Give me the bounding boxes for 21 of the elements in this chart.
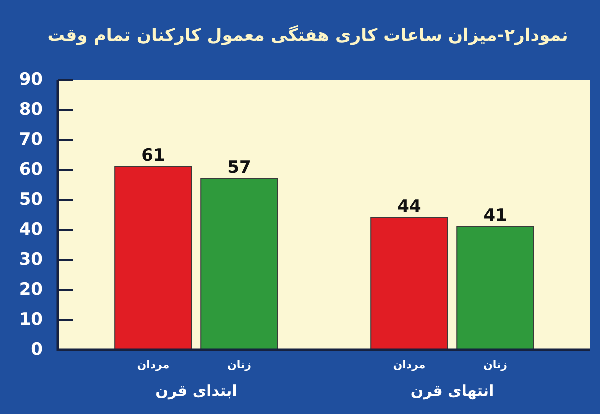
series-name: مردان (137, 358, 170, 372)
y-tick-label: 20 (19, 280, 43, 300)
data-label: 61 (142, 146, 166, 166)
title: نمودار۲-میزان ساعات کاری هفتگی معمول کارکنان تمام وقت (48, 26, 568, 46)
y-tick-label: 40 (19, 220, 43, 240)
x-tick-label: انتهای قرن (410, 382, 494, 400)
data-label: 44 (398, 197, 422, 217)
y-tick-label: 90 (19, 70, 43, 90)
series-name: زنان (228, 358, 252, 372)
y-tick-label: 0 (31, 340, 43, 360)
y-tick-label: 50 (19, 190, 43, 210)
y-tick-label: 30 (19, 250, 43, 270)
data-label: 41 (484, 206, 508, 226)
x-tick-label: ابتدای قرن (156, 382, 238, 400)
y-tick-label: 80 (19, 100, 43, 120)
series-name: مردان (393, 358, 426, 372)
series-name: زنان (484, 358, 508, 372)
data-label: 57 (228, 158, 252, 178)
y-tick-label: 60 (19, 160, 43, 180)
y-tick-label: 10 (19, 310, 43, 330)
y-tick-label: 70 (19, 130, 43, 150)
